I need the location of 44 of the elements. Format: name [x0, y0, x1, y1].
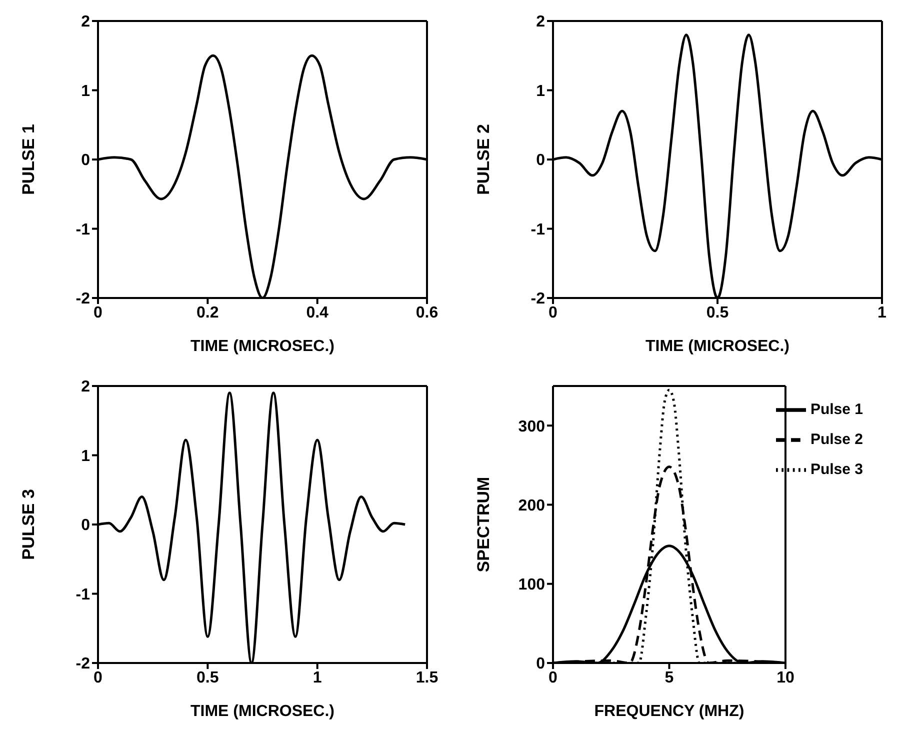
x-tick-label: 1: [878, 304, 887, 322]
x-tick-label: 0: [94, 669, 103, 686]
y-tick-label: 1: [81, 448, 90, 465]
legend-label: Pulse 1: [810, 400, 863, 418]
y-tick-label: 200: [518, 497, 546, 514]
x-axis-title: FREQUENCY (MHZ): [594, 703, 744, 720]
legend-label: Pulse 2: [810, 430, 863, 448]
y-tick-label: 2: [81, 14, 90, 31]
x-axis-title: TIME (MICROSEC.): [646, 338, 790, 355]
y-tick-label: -2: [76, 290, 90, 308]
x-tick-label: 0.4: [306, 304, 329, 322]
x-tick-label: 5: [664, 669, 674, 686]
y-tick-label: 2: [81, 378, 90, 396]
legend-label: Pulse 3: [810, 460, 863, 478]
x-tick-label: 0.5: [706, 304, 729, 322]
x-tick-label: 0: [94, 304, 103, 322]
y-axis-title: PULSE 3: [19, 489, 38, 560]
y-tick-label: 1: [536, 82, 546, 100]
y-tick-label: -1: [76, 586, 90, 604]
y-tick-label: 100: [518, 576, 546, 594]
y-tick-label: 0: [81, 152, 90, 170]
x-tick-label: 10: [776, 669, 794, 686]
x-tick-label: 0: [548, 669, 558, 686]
y-tick-label: -1: [530, 221, 546, 238]
y-axis-title: PULSE 1: [19, 124, 38, 195]
x-tick-label: 0.2: [196, 304, 219, 322]
y-tick-label: 1: [81, 82, 90, 100]
y-tick-label: 300: [518, 418, 546, 436]
x-tick-label: 0.5: [196, 669, 219, 686]
y-tick-label: 2: [536, 14, 546, 31]
y-tick-label: -1: [76, 221, 90, 238]
y-tick-label: 0: [81, 517, 90, 534]
y-tick-label: -2: [530, 290, 546, 308]
y-tick-label: 0: [536, 656, 546, 673]
y-tick-label: 0: [536, 152, 546, 170]
x-tick-label: 1: [312, 669, 322, 686]
x-tick-label: 0: [548, 304, 558, 322]
y-axis-title: PULSE 2: [474, 124, 494, 195]
x-axis-title: TIME (MICROSEC.): [190, 338, 334, 355]
y-tick-label: -2: [76, 656, 90, 673]
y-axis-title: SPECTRUM: [474, 476, 494, 572]
x-tick-label: 0.6: [416, 304, 438, 322]
x-tick-label: 1.5: [416, 669, 438, 686]
x-axis-title: TIME (MICROSEC.): [190, 703, 334, 720]
